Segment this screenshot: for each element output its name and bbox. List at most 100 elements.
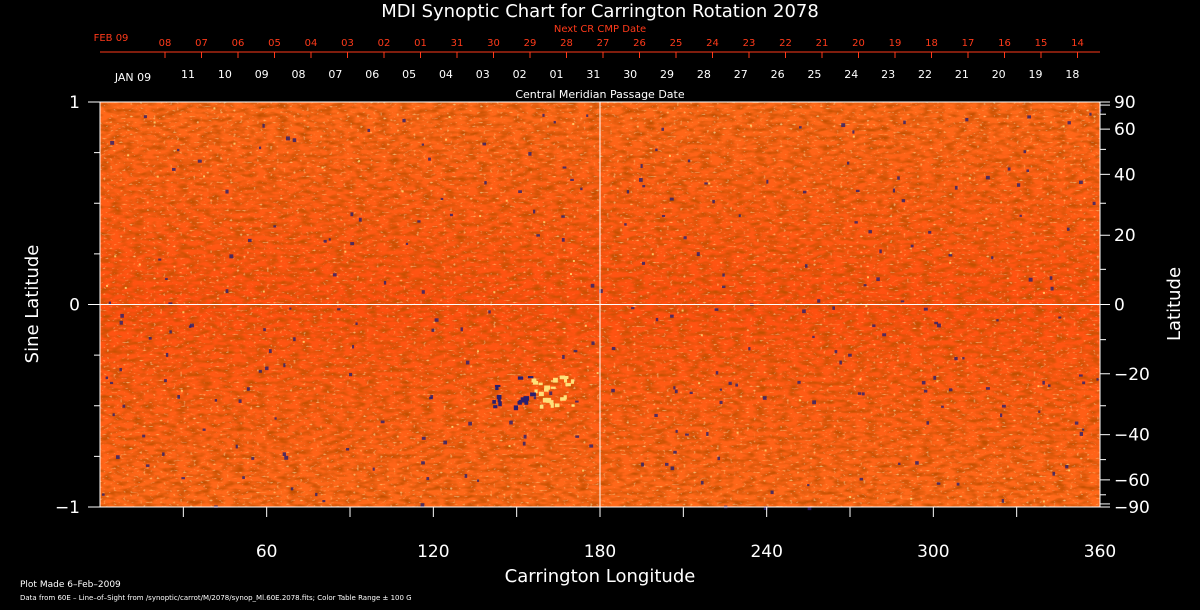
top-axis-tick-label: 28	[560, 38, 573, 49]
positive-polarity-spot	[564, 378, 568, 383]
negative-polarity-spot	[599, 289, 603, 294]
negative-polarity-spot	[449, 213, 453, 217]
negative-polarity-spot	[807, 506, 812, 511]
y-right-tick-label: −60	[1114, 471, 1150, 491]
negative-polarity-spot	[1001, 404, 1006, 408]
positive-polarity-spot	[1042, 500, 1045, 503]
positive-polarity-spot	[949, 252, 952, 255]
top-axis-tick-label: 07	[195, 38, 208, 49]
cmp-axis-tick-label: 24	[844, 68, 858, 81]
top-axis-label: Next CR CMP Date	[554, 24, 646, 35]
negative-polarity-spot	[225, 289, 229, 294]
negative-polarity-spot	[954, 185, 958, 190]
negative-polarity-spot	[857, 392, 862, 395]
negative-polarity-spot	[430, 395, 434, 399]
cmp-axis-tick-label: 19	[1029, 68, 1043, 81]
negative-polarity-spot	[661, 214, 666, 218]
negative-polarity-spot	[521, 399, 528, 403]
negative-polarity-spot	[1096, 378, 1099, 381]
negative-polarity-spot	[164, 379, 167, 383]
negative-polarity-spot	[168, 302, 173, 306]
negative-polarity-spot	[242, 476, 245, 480]
positive-polarity-spot	[849, 496, 852, 499]
negative-polarity-spot	[661, 127, 664, 131]
negative-polarity-spot	[1007, 167, 1011, 171]
positive-polarity-spot	[546, 397, 552, 403]
positive-polarity-spot	[106, 284, 109, 287]
negative-polarity-spot	[1082, 381, 1086, 385]
positive-polarity-spot	[572, 122, 575, 125]
negative-polarity-spot	[642, 185, 646, 188]
negative-polarity-spot	[527, 376, 534, 379]
negative-polarity-spot	[985, 175, 990, 180]
negative-polarity-spot	[165, 352, 169, 357]
y-right-tick-label: 40	[1114, 165, 1136, 185]
cmp-axis-tick-label: 31	[586, 68, 600, 81]
negative-polarity-spot	[421, 461, 425, 465]
negative-polarity-spot	[323, 239, 327, 243]
negative-polarity-spot	[238, 399, 242, 403]
negative-polarity-spot	[112, 413, 115, 417]
negative-polarity-spot	[575, 400, 579, 403]
positive-polarity-spot	[700, 334, 703, 337]
negative-polarity-spot	[518, 190, 522, 194]
negative-polarity-spot	[513, 405, 519, 411]
negative-polarity-spot	[700, 480, 704, 485]
negative-polarity-spot	[1038, 410, 1041, 413]
y-right-tick-label: 0	[1114, 296, 1125, 316]
y-right-tick-label: 90	[1114, 93, 1136, 113]
negative-polarity-spot	[484, 181, 487, 185]
top-axis-tick-label: 29	[524, 38, 537, 49]
top-axis-tick-label: 01	[414, 38, 427, 49]
negative-polarity-spot	[561, 238, 565, 242]
top-axis-tick-label: 04	[305, 38, 318, 49]
y-right-tick-label: 60	[1114, 120, 1136, 140]
negative-polarity-spot	[687, 159, 691, 163]
positive-polarity-spot	[584, 324, 587, 327]
negative-polarity-spot	[517, 376, 524, 380]
negative-polarity-spot	[528, 152, 532, 156]
negative-polarity-spot	[805, 264, 808, 268]
negative-polarity-spot	[405, 242, 409, 245]
negative-polarity-spot	[879, 249, 882, 254]
negative-polarity-spot	[611, 346, 616, 351]
negative-polarity-spot	[460, 327, 463, 332]
negative-polarity-spot	[488, 310, 491, 314]
negative-polarity-spot	[119, 368, 122, 372]
negative-polarity-spot	[655, 317, 659, 322]
positive-polarity-spot	[401, 190, 404, 193]
cmp-axis-tick-label: 27	[734, 68, 748, 81]
negative-polarity-spot	[421, 290, 425, 294]
x-axis-tick-label: 360	[1084, 542, 1116, 562]
negative-polarity-spot	[420, 503, 425, 507]
negative-polarity-spot	[802, 309, 806, 314]
negative-polarity-spot	[848, 353, 852, 357]
negative-polarity-spot	[1023, 150, 1027, 154]
positive-polarity-spot	[182, 311, 185, 314]
negative-polarity-spot	[290, 487, 294, 491]
positive-polarity-spot	[114, 255, 117, 258]
negative-polarity-spot	[285, 136, 290, 141]
negative-polarity-spot	[812, 400, 816, 405]
negative-polarity-spot	[165, 277, 168, 280]
positive-polarity-spot	[985, 217, 988, 220]
negative-polarity-spot	[719, 388, 722, 391]
negative-polarity-spot	[553, 120, 556, 124]
negative-polarity-spot	[903, 120, 906, 125]
top-axis-tick-label: 03	[341, 38, 354, 49]
positive-polarity-spot	[153, 121, 156, 124]
negative-polarity-spot	[293, 337, 296, 342]
negative-polarity-spot	[464, 474, 468, 478]
negative-polarity-spot	[655, 148, 658, 152]
positive-polarity-spot	[539, 404, 544, 409]
positive-polarity-spot	[321, 166, 324, 169]
negative-polarity-spot	[926, 421, 929, 425]
negative-polarity-spot	[589, 444, 594, 448]
negative-polarity-spot	[421, 436, 426, 440]
negative-polarity-spot	[251, 457, 255, 460]
negative-polarity-spot	[689, 391, 693, 395]
positive-polarity-spot	[203, 175, 206, 178]
negative-polarity-spot	[533, 209, 536, 214]
negative-polarity-spot	[802, 190, 807, 194]
